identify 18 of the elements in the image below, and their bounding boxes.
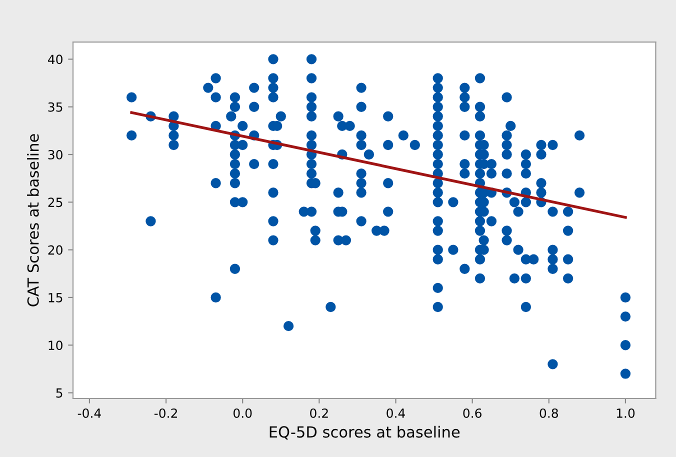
y-tick-label: 15 [48,293,62,302]
x-tick-label: -0.4 [78,408,101,418]
y-tick-label: 10 [48,340,62,350]
y-tick-label: 40 [48,54,62,64]
y-axis-title: CAT Scores at baseline [27,134,39,306]
x-axis-title: EQ-5D scores at baseline [270,426,460,440]
x-tick-label: 0.8 [540,408,558,418]
x-tick-label: 1.0 [616,408,635,418]
y-tick-label: 5 [56,388,62,398]
x-tick-label: 0.0 [234,408,252,418]
y-tick-label: 25 [48,198,62,208]
x-tick-label: -0.2 [154,408,177,418]
y-tick-label: 30 [48,150,62,160]
y-tick-label: 20 [48,245,62,255]
x-tick-label: 0.6 [463,408,482,418]
x-tick-label: 0.4 [386,408,405,418]
y-tick-label: 35 [48,102,62,112]
x-tick-label: 0.2 [310,408,328,418]
